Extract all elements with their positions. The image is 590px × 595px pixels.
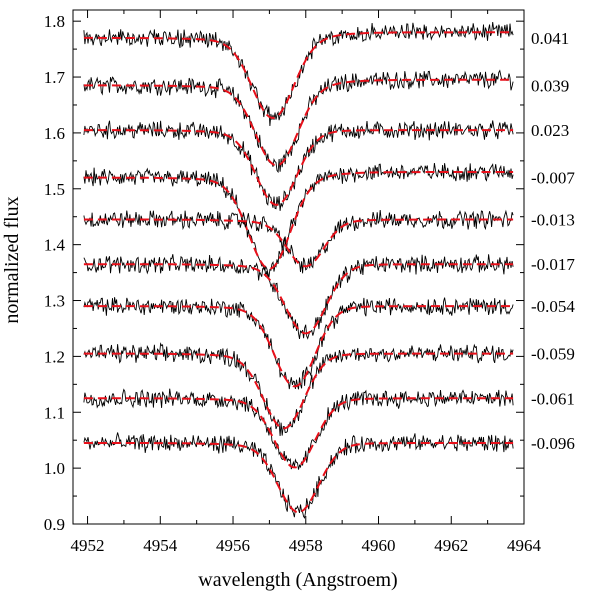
model-fit (83, 352, 514, 430)
observed-spectrum (83, 388, 514, 470)
y-tick-label: 1.3 (44, 292, 65, 311)
phase-label: -0.059 (531, 345, 575, 364)
y-tick-label: 1.2 (44, 347, 65, 366)
observed-spectrum (83, 163, 514, 278)
phase-label: 0.023 (531, 121, 569, 140)
x-tick-label: 4964 (507, 536, 542, 555)
observed-spectrum (83, 254, 514, 340)
x-tick-label: 4952 (71, 536, 105, 555)
y-tick-label: 0.9 (44, 515, 65, 534)
plot-frame (72, 9, 525, 525)
model-fit (83, 397, 514, 469)
observed-spectrum (83, 120, 514, 211)
phase-label: -0.017 (531, 255, 575, 274)
observed-spectrum (83, 297, 514, 390)
x-axis-title: wavelength (Angstroem) (198, 569, 397, 591)
model-fit (83, 78, 514, 167)
x-tick-label: 4958 (289, 536, 323, 555)
model-fit (83, 129, 514, 206)
phase-labels: 0.041 0.039 0.023 -0.007 -0.013 -0.017 -0.054 -… (531, 29, 575, 453)
model-fit (83, 218, 514, 268)
phase-label: -0.061 (531, 389, 575, 408)
observed-spectrum (83, 432, 514, 519)
y-tick-label: 1.1 (44, 403, 65, 422)
y-tick-label: 1.6 (44, 124, 65, 143)
x-axis: 4952 4954 4956 4958 4960 4962 4964 (71, 10, 542, 555)
y-tick-label: 1.0 (44, 459, 65, 478)
x-tick-label: 4956 (216, 536, 250, 555)
observed-spectrum (83, 209, 514, 274)
observed-spectrum (83, 69, 514, 174)
model-fit (83, 263, 514, 335)
model-fit (83, 31, 514, 119)
model-fit (83, 305, 514, 388)
x-tick-label: 4960 (362, 536, 396, 555)
x-tick-label: 4954 (143, 536, 178, 555)
model-fit (83, 442, 514, 514)
phase-label: -0.013 (531, 211, 575, 230)
phase-label: -0.096 (531, 434, 575, 453)
y-tick-label: 1.8 (44, 12, 65, 31)
phase-label: 0.039 (531, 76, 569, 95)
model-fit (83, 171, 514, 270)
y-axis: 0.9 1.0 1.1 1.2 1.3 1.4 1.5 1.6 1.7 1.8 (44, 12, 524, 534)
plot-area (83, 22, 514, 519)
y-tick-label: 1.5 (44, 180, 65, 199)
phase-label: 0.041 (531, 29, 569, 48)
phase-label: -0.054 (531, 297, 575, 316)
phase-label: -0.007 (531, 169, 575, 188)
observed-spectrum (83, 342, 514, 437)
y-axis-title: normalized flux (1, 196, 23, 323)
y-tick-label: 1.4 (44, 236, 66, 255)
y-tick-label: 1.7 (44, 68, 66, 87)
x-tick-label: 4962 (434, 536, 468, 555)
